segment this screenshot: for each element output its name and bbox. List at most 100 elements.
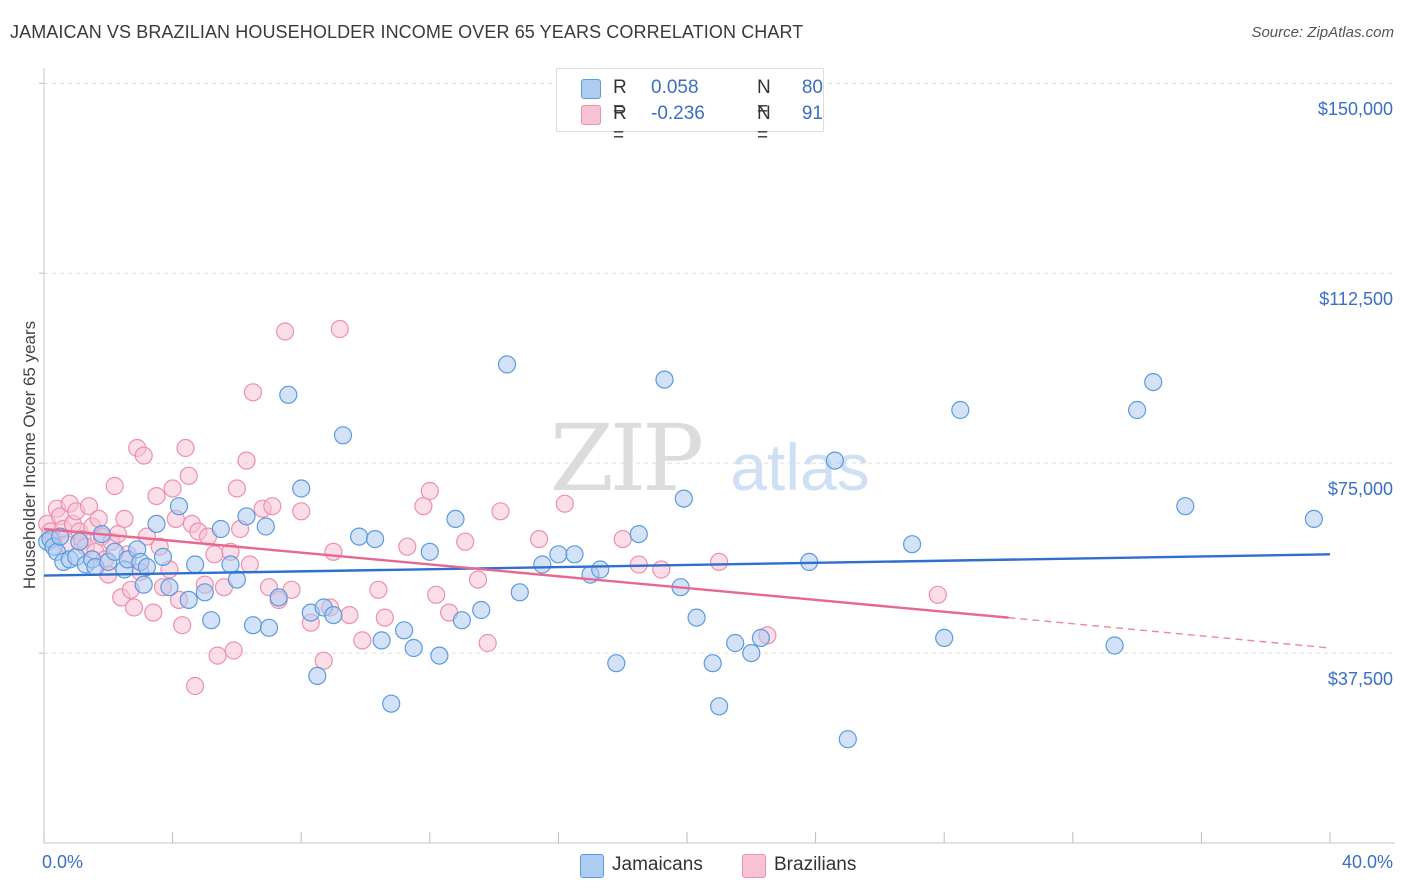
data-point xyxy=(430,646,449,665)
brazilians-points xyxy=(38,319,947,696)
jamaicans-swatch xyxy=(581,79,601,99)
data-point xyxy=(456,532,475,551)
brazilians-trend-extension xyxy=(1008,616,1331,649)
data-point xyxy=(324,605,343,625)
data-point xyxy=(446,509,465,529)
data-point xyxy=(308,666,327,686)
data-point xyxy=(1144,373,1163,392)
data-point xyxy=(742,643,761,663)
data-point xyxy=(825,451,845,470)
data-point xyxy=(420,542,439,561)
data-point xyxy=(324,542,343,561)
data-point xyxy=(176,438,195,458)
brazilians-trend-line xyxy=(43,527,1009,619)
data-point xyxy=(243,383,263,402)
data-point xyxy=(137,557,156,577)
y-tick-label: $150,000 xyxy=(1317,99,1393,120)
data-point xyxy=(427,585,446,604)
data-point xyxy=(350,527,369,546)
data-point xyxy=(404,638,423,658)
y-tick-label: $112,500 xyxy=(1319,289,1393,310)
r-value: 0.058 xyxy=(651,77,699,98)
data-point xyxy=(227,479,246,498)
data-point xyxy=(124,598,144,617)
data-point xyxy=(703,654,722,673)
data-point xyxy=(709,552,729,572)
data-point xyxy=(452,611,471,630)
data-point xyxy=(369,580,388,599)
data-point xyxy=(468,570,488,589)
data-point xyxy=(211,519,230,539)
legend-label-brazilians: Brazilians xyxy=(774,854,857,875)
data-point xyxy=(89,509,108,529)
data-point xyxy=(105,476,124,496)
data-point xyxy=(533,555,552,574)
data-point xyxy=(115,509,134,529)
n-label: N = xyxy=(757,77,771,120)
data-point xyxy=(163,479,182,498)
y-tick-label: $37,500 xyxy=(1327,669,1393,690)
data-point xyxy=(292,479,311,498)
data-point xyxy=(414,497,433,516)
data-point xyxy=(1176,497,1195,516)
trend-lines xyxy=(43,527,1331,649)
data-point xyxy=(259,618,279,637)
data-point xyxy=(195,583,214,602)
data-point xyxy=(134,446,153,465)
data-point xyxy=(652,560,671,579)
data-point xyxy=(186,676,205,696)
data-point xyxy=(1127,400,1147,420)
data-point xyxy=(237,507,256,526)
stats-box: R = 0.058 N = 80 R = -0.236 N = 91 xyxy=(556,68,824,146)
data-point xyxy=(205,545,224,564)
r-label: R = xyxy=(613,77,627,120)
data-point xyxy=(565,545,584,564)
data-point xyxy=(221,555,240,574)
data-point xyxy=(687,608,706,627)
source-label: Source: ZipAtlas.com xyxy=(1251,24,1394,41)
data-point xyxy=(173,616,192,635)
data-point xyxy=(147,514,166,534)
data-point xyxy=(510,583,529,602)
data-point xyxy=(224,641,243,660)
data-point xyxy=(382,694,401,713)
r-value: -0.236 xyxy=(651,103,705,124)
data-point xyxy=(375,608,394,627)
n-value: 80 xyxy=(801,77,823,98)
data-point xyxy=(160,578,179,597)
data-point xyxy=(50,527,70,546)
data-point xyxy=(340,605,359,625)
data-point xyxy=(333,426,353,445)
n-label: N = xyxy=(757,103,771,146)
data-point xyxy=(144,603,163,622)
data-point xyxy=(147,487,166,506)
data-point xyxy=(838,730,857,749)
data-point xyxy=(292,502,311,521)
data-point xyxy=(279,385,298,404)
data-point xyxy=(591,560,610,579)
data-point xyxy=(186,555,205,574)
data-point xyxy=(555,494,574,513)
x-tick-label-min: 0.0% xyxy=(42,852,84,872)
chart-title: JAMAICAN VS BRAZILIAN HOUSEHOLDER INCOME… xyxy=(10,22,804,42)
data-point xyxy=(179,590,198,610)
data-point xyxy=(240,555,259,574)
legend-swatch-brazilians xyxy=(742,854,766,878)
watermark: ZIP atlas xyxy=(550,405,870,512)
data-point xyxy=(478,633,497,653)
data-point xyxy=(366,529,385,549)
data-point xyxy=(179,466,198,485)
data-point xyxy=(243,616,263,635)
legend-swatch-jamaicans xyxy=(580,854,604,878)
data-point xyxy=(613,529,632,549)
data-point xyxy=(70,532,89,551)
data-point xyxy=(314,651,333,670)
data-point xyxy=(276,322,295,341)
data-point xyxy=(227,570,246,589)
data-point xyxy=(1105,636,1124,655)
data-point xyxy=(472,600,491,620)
data-point xyxy=(398,537,417,556)
jamaicans-trend-line xyxy=(43,553,1331,577)
data-point xyxy=(153,547,173,567)
